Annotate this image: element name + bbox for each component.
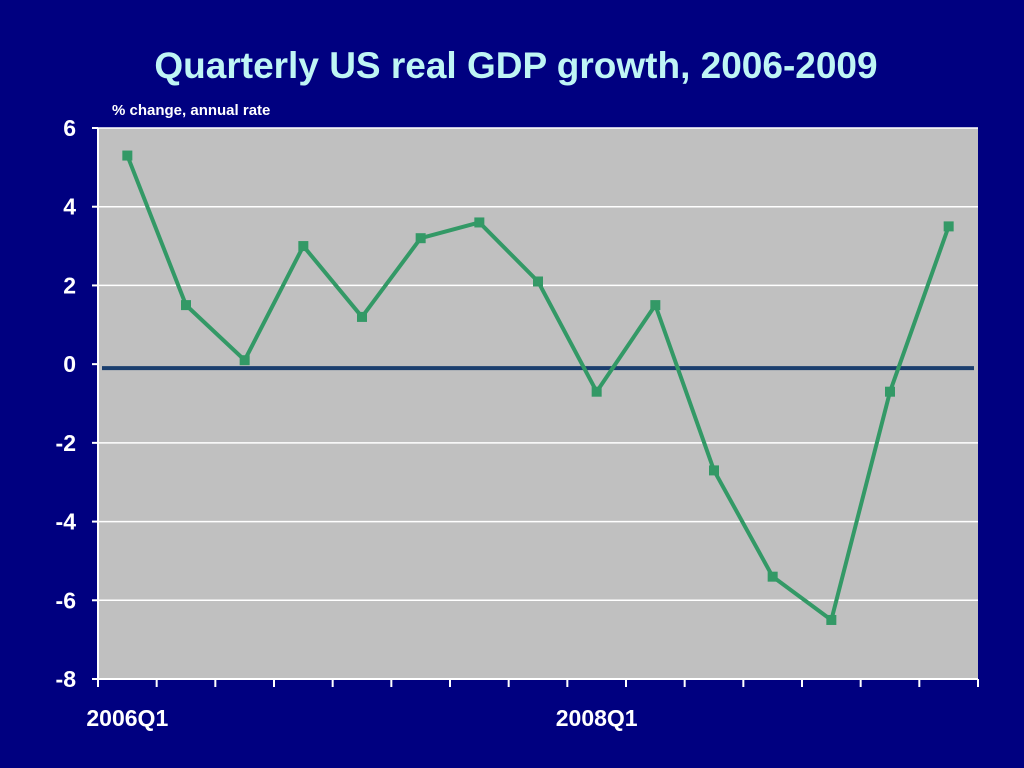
y-tick-label: 6 <box>63 115 76 141</box>
data-point-marker <box>943 221 954 232</box>
data-point-marker <box>474 217 485 228</box>
data-point-marker <box>767 571 778 582</box>
chart-subtitle: % change, annual rate <box>112 102 270 119</box>
data-point-marker <box>826 614 837 625</box>
axes <box>92 127 979 687</box>
data-point-marker <box>181 300 191 311</box>
y-tick-label: -2 <box>56 430 76 456</box>
data-point-marker <box>357 311 367 322</box>
y-tick-label: -6 <box>56 587 76 613</box>
plot-area <box>98 128 978 679</box>
y-tick-label: 4 <box>63 194 76 220</box>
data-point-marker <box>298 241 309 252</box>
x-tick-label: 2006Q1 <box>86 705 168 731</box>
data-point-marker <box>591 386 602 397</box>
data-point-marker <box>650 300 661 311</box>
x-axis-tick-labels: 2006Q1 2008Q1 <box>86 705 637 731</box>
data-point-marker <box>415 233 426 244</box>
data-point-marker <box>885 386 895 397</box>
series-markers <box>122 150 954 625</box>
y-tick-label: 2 <box>63 272 76 298</box>
x-tick-label: 2008Q1 <box>556 705 638 731</box>
data-point-marker <box>533 276 543 287</box>
data-point-marker <box>709 465 719 476</box>
y-axis-tick-labels: 6 4 2 0 -2 -4 -6 -8 <box>56 115 77 692</box>
data-point-marker <box>122 150 133 161</box>
y-tick-label: 0 <box>63 351 76 377</box>
data-point-marker <box>239 355 250 366</box>
y-tick-label: -4 <box>56 509 77 535</box>
y-tick-label: -8 <box>56 666 77 692</box>
chart-title: Quarterly US real GDP growth, 2006-2009 <box>154 45 877 86</box>
